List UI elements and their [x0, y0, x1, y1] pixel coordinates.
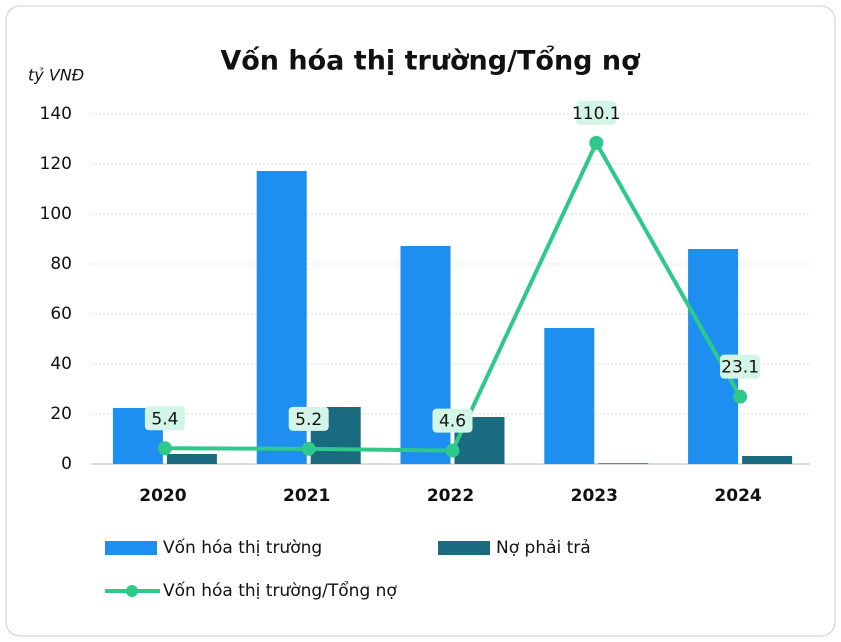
line-point [445, 443, 460, 458]
bar [598, 463, 649, 464]
x-tick-label: 2023 [571, 486, 618, 506]
data-label: 4.6 [439, 412, 466, 432]
y-tick-label: 40 [50, 354, 72, 374]
y-tick-label: 140 [40, 104, 72, 124]
y-tick-label: 0 [61, 454, 72, 474]
legend-label: Nợ phải trả [496, 538, 591, 558]
bar [544, 328, 595, 464]
y-tick-label: 20 [50, 404, 72, 424]
y-tick-label: 120 [40, 154, 72, 174]
y-tick-label: 80 [50, 254, 72, 274]
bar [742, 456, 793, 464]
x-tick-label: 2022 [427, 486, 474, 506]
y-tick-label: 100 [40, 204, 72, 224]
data-label-box [720, 354, 761, 379]
y-axis-label: tỷ VNĐ [28, 66, 84, 85]
data-label-box [576, 100, 617, 125]
line-point [301, 441, 316, 456]
data-label-box [144, 406, 185, 431]
x-tick-label: 2024 [714, 486, 761, 506]
line-point [157, 441, 172, 456]
line-point [589, 135, 604, 150]
data-label: 23.1 [721, 358, 759, 378]
y-tick-label: 60 [50, 304, 72, 324]
legend-label: Vốn hóa thị trường [163, 537, 322, 558]
data-label: 110.1 [572, 104, 621, 124]
data-label-box [432, 408, 473, 433]
bar [166, 454, 217, 464]
x-tick-label: 2021 [283, 486, 330, 506]
legend-swatch [438, 541, 490, 555]
data-label-box [288, 406, 329, 431]
data-label: 5.2 [295, 410, 322, 430]
x-tick-label: 2020 [139, 486, 186, 506]
legend-dot [126, 585, 138, 597]
data-label: 5.4 [151, 409, 178, 429]
line-point [733, 389, 748, 404]
legend-label: Vốn hóa thị trường/Tổng nợ [163, 580, 397, 601]
legend-swatch [105, 541, 157, 555]
chart-title: Vốn hóa thị trường/Tổng nợ [220, 44, 641, 77]
